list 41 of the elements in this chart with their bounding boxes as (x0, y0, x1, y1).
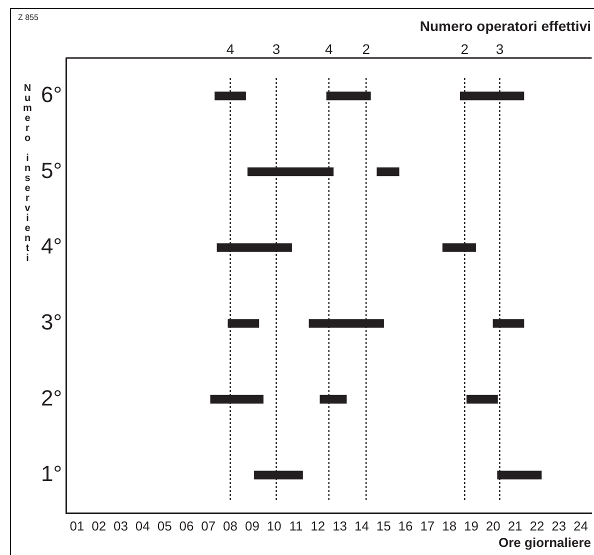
x-tick-label: 08 (223, 518, 238, 534)
x-tick-label: 11 (289, 518, 303, 534)
x-tick-label: 21 (508, 518, 522, 534)
x-axis-title: Ore giornaliere (498, 535, 591, 550)
x-tick-label: 04 (135, 518, 150, 534)
x-tick-label: 10 (266, 518, 282, 534)
x-tick-label: 22 (530, 518, 544, 534)
x-tick-label: 15 (376, 518, 391, 534)
x-tick-label: 14 (354, 518, 369, 534)
y-tick-label: 4° (40, 234, 62, 259)
text: 3 (496, 41, 504, 57)
x-tick-label: 06 (179, 518, 194, 534)
x-tick-label: 03 (114, 518, 128, 534)
y-tick-label: 5° (40, 158, 62, 183)
x-tick-label: 19 (464, 518, 478, 534)
y-tick-label: 6° (40, 82, 62, 107)
x-tick-label: 07 (201, 518, 216, 534)
text: 3 (272, 41, 280, 57)
x-tick-label: 24 (574, 518, 588, 534)
x-tick-label: 01 (70, 518, 84, 534)
text: Z 855 (18, 13, 38, 22)
x-tick-label: 18 (442, 518, 457, 534)
x-tick-label: 20 (486, 518, 500, 534)
x-tick-label: 17 (420, 518, 435, 534)
x-tick-label: 09 (244, 518, 260, 534)
x-tick-label: 16 (398, 518, 413, 534)
text: 4 (226, 41, 234, 57)
text: 4 (324, 41, 333, 57)
text: 2 (460, 41, 469, 57)
x-tick-label: 13 (332, 518, 348, 534)
y-tick-label: 2° (40, 385, 62, 410)
bar (376, 167, 400, 176)
text: 2 (362, 41, 370, 57)
x-tick-label: 05 (157, 518, 172, 534)
x-tick-label: 12 (310, 518, 326, 534)
x-tick-label: 23 (552, 518, 566, 534)
x-tick-label: 02 (92, 518, 106, 534)
y-axis-title: Numero inservienti (21, 83, 33, 263)
chart-title: Numero operatori effettivi (420, 18, 591, 34)
y-tick-label: 1° (40, 461, 62, 486)
y-tick-label: 3° (40, 309, 62, 334)
